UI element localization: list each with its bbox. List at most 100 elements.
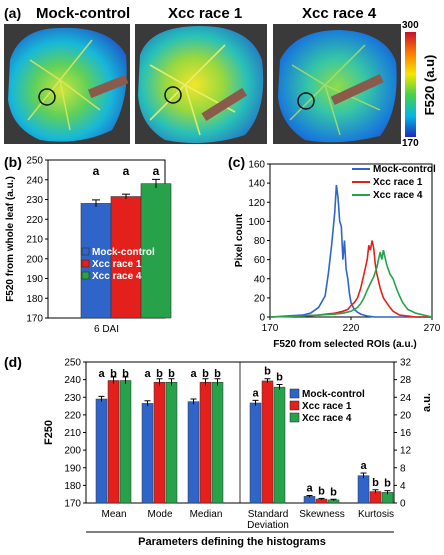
panel-b-label: (b) (4, 154, 22, 170)
panel-c-legend-label-1: Xcc race 1 (373, 177, 423, 188)
panel-b-ytick-label: 190 (26, 274, 43, 285)
panel-d: (d) 170 180 190 200 210 220 230 240 250 0 4 8 12 16 20 2… (4, 354, 433, 548)
panel-b-letter-2: a (153, 164, 160, 178)
panel-d-ytick-right-label: 16 (400, 428, 412, 439)
panel-d-legend-label-1: Xcc race 1 (302, 401, 352, 412)
panel-d-letter-5-0: a (360, 460, 367, 472)
panel-d-letter-3-1: b (264, 366, 271, 378)
panel-d-legend-swatch-1 (289, 400, 300, 411)
panel-d-category-label-4: Skewness (299, 509, 345, 520)
panel-d-category-label-0: Mean (101, 509, 126, 520)
panel-d-letter-1-2: b (168, 368, 175, 380)
panel-c-series-line-2 (269, 249, 433, 318)
panel-d-letter-2-2: b (214, 368, 221, 380)
panel-c-xtick-label: 220 (343, 323, 360, 334)
panel-b-legend-label-1: Xcc race 1 (92, 259, 142, 270)
panel-c-legend-label-2: Xcc race 4 (373, 190, 423, 201)
panel-d-bar-2-1 (199, 382, 212, 504)
panel-d-legend-label-2: Xcc race 4 (302, 413, 352, 424)
panel-b-ytick-label: 220 (26, 215, 43, 226)
panel-b-ytick-label: 180 (26, 294, 43, 305)
panel-d-ytick-label: 210 (64, 428, 81, 439)
leaf-image-mock (4, 24, 130, 144)
colorbar-max: 300 (402, 20, 419, 31)
panel-c-ytick-label: 140 (248, 179, 265, 190)
panel-d-bar-0-1 (107, 380, 120, 504)
panel-c-ytick-label: 20 (254, 293, 266, 304)
roi-circle-race1 (164, 86, 182, 104)
panel-d-ytick-label: 250 (64, 358, 81, 369)
panel-b-ytick-label: 230 (26, 195, 43, 206)
panel-d-ytick-label: 200 (64, 446, 81, 457)
leaf-image-race1 (135, 24, 267, 144)
panel-d-ytick-right-label: 8 (400, 463, 406, 474)
panel-d-ytick-right-label: 28 (400, 375, 412, 386)
panel-d-bar-3-1 (261, 380, 274, 504)
panel-d-ytick-label: 230 (64, 393, 81, 404)
panel-d-letter-4-2: b (330, 486, 337, 498)
panel-b-bar-2 (140, 183, 172, 319)
panel-b-xlabel: 6 DAI (94, 324, 119, 335)
panel-d-bar-1-1 (153, 382, 166, 504)
panel-d-ytick-label: 220 (64, 410, 81, 421)
panel-d-ytick-label: 240 (64, 375, 81, 386)
panel-b-legend-swatch-0 (81, 247, 90, 256)
panel-c-series-line-1 (269, 240, 432, 318)
panel-d-category-label-line: Standard (248, 509, 289, 520)
panel-b-ylabel: F520 from whole leaf (a.u.) (5, 176, 16, 302)
panel-d-legend-swatch-0 (289, 388, 300, 399)
panel-d-bar-3-0 (249, 402, 262, 504)
panel-c-ytick-label: 80 (254, 236, 266, 247)
panel-d-legend-swatch-2 (289, 412, 300, 423)
panel-b-legend-label-2: Xcc race 4 (92, 271, 142, 282)
panel-d-ytick-label: 170 (64, 499, 81, 510)
panel-d-ytick-right-label: 0 (400, 499, 406, 510)
panel-c-legend-label-0: Mock-control (373, 164, 436, 175)
panel-d-ytick-right-label: 4 (400, 481, 406, 492)
panel-d-letter-1-1: b (156, 368, 163, 380)
panel-d-label: (d) (4, 354, 22, 370)
panel-d-letter-2-0: a (190, 368, 197, 380)
panel-d-category-label-5: Kurtosis (358, 509, 394, 520)
panel-d-category-label-line: Deviation (247, 520, 289, 531)
panel-d-ytick-right-label: 12 (400, 446, 412, 457)
panel-a-title-mock: Mock-control (36, 5, 130, 22)
panel-d-bar-3-2 (273, 386, 286, 504)
panel-d-letter-4-1: b (318, 485, 325, 497)
panel-d-xlabel: Parameters defining the histograms (138, 536, 326, 548)
panel-b-letter-1: a (123, 164, 130, 178)
panel-b-legend-swatch-1 (81, 259, 90, 268)
panel-d-letter-0-0: a (98, 368, 105, 380)
panel-d-letter-0-2: b (122, 368, 129, 380)
panel-d-letter-0-1: b (110, 368, 117, 380)
panel-d-category-label-2: Median (190, 509, 223, 520)
panel-d-bar-2-0 (187, 401, 200, 504)
panel-d-bar-1-2 (165, 382, 178, 504)
panel-d-category-label-3: Standard Deviation (247, 509, 289, 531)
panel-d-ytick-right-label: 24 (400, 393, 412, 404)
panel-b-letter-0: a (93, 164, 100, 178)
panel-d-ytick-right-label: 20 (400, 410, 412, 421)
panel-a-label: (a) (4, 5, 21, 21)
panel-b: (b) 170 180 190 200 210 220 230 240 250 F520 from … (4, 154, 172, 335)
colorbar-label: F520 (a.u) (422, 55, 437, 116)
panel-d-letter-5-1: b (372, 477, 379, 489)
panel-b-ytick-label: 240 (26, 175, 43, 186)
panel-c-xtick-label: 270 (424, 323, 441, 334)
panel-c-label: (c) (228, 154, 245, 170)
panel-d-letter-3-0: a (252, 387, 259, 399)
panel-d-letter-5-2: b (384, 478, 391, 490)
panel-b-legend-swatch-2 (81, 271, 90, 280)
panel-b-ytick-label: 200 (26, 254, 43, 265)
panel-c-ytick-label: 0 (259, 313, 265, 324)
panel-c: (c) 0 20 40 60 80 100 120 140 160 170 220 270 Pixel c… (228, 154, 441, 350)
roi-circle-race4 (297, 92, 315, 110)
panel-d-ylabel-right: a.u. (421, 393, 433, 412)
panel-d-letter-2-1: b (202, 368, 209, 380)
panel-c-xlabel: F520 from selected ROIs (a.u.) (273, 339, 416, 350)
panel-b-legend-label-0: Mock-control (92, 247, 155, 258)
panel-d-bar-1-0 (141, 403, 154, 504)
panel-d-bar-2-2 (211, 382, 224, 504)
panel-c-ytick-label: 40 (254, 274, 266, 285)
